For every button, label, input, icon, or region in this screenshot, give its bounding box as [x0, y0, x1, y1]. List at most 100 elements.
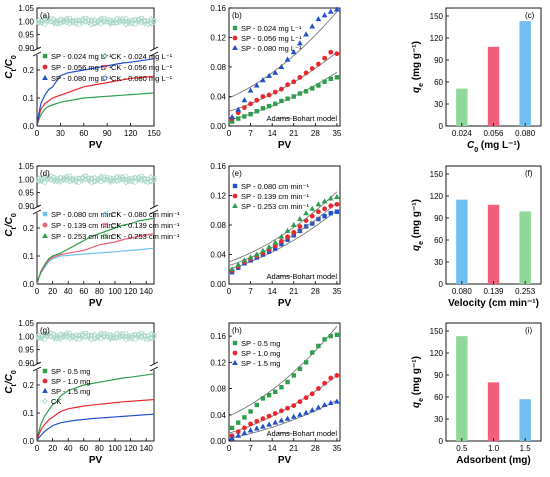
data-point-h [297, 411, 303, 417]
ck-point-d [67, 173, 73, 179]
x-tick-label-d: 140 [140, 287, 154, 296]
data-point-e [297, 224, 303, 229]
data-point-h [291, 373, 296, 378]
data-point-h [328, 333, 333, 339]
data-point-h [229, 425, 235, 431]
data-point-b [303, 89, 309, 94]
ck-point-a [142, 17, 148, 23]
legend-label-b: SP - 0.056 mg L⁻¹ [241, 34, 302, 43]
x-tick-label-i: 1.5 [520, 444, 532, 453]
legend-marker-h [232, 340, 238, 346]
x-tick-label-a: 30 [56, 129, 65, 138]
ck-point-g [82, 330, 89, 337]
ck-point-d [89, 175, 94, 181]
ck-point-g [85, 335, 92, 341]
panel-label-i: (i) [525, 326, 532, 335]
ck-point-d [126, 179, 132, 184]
legend-label-g: SP - 1.5 mg [51, 387, 90, 396]
y-tick-label-a: 0.2 [23, 66, 35, 75]
ck-point-a [51, 16, 57, 22]
data-point-b [334, 51, 340, 57]
data-point-h [297, 366, 303, 372]
ck-point-a [148, 21, 154, 27]
data-point-e [241, 257, 248, 263]
data-point-b [236, 116, 241, 121]
y-tick-label-g: 0.0 [23, 437, 35, 446]
ck-point-a [107, 22, 114, 28]
data-point-b [322, 79, 327, 84]
x-tick-label-a: 60 [79, 129, 88, 138]
data-point-b [291, 79, 297, 85]
y-tick-label-d: 0.0 [23, 280, 35, 289]
x-tick-label-h: 7 [248, 444, 253, 453]
fit-curve-b-0 [228, 71, 338, 121]
legend-marker-d [42, 232, 48, 239]
x-tick-label-f: 0.080 [452, 287, 473, 296]
axis-break-mark-g [32, 366, 42, 372]
data-point-h [273, 389, 278, 395]
x-tick-label-h: 21 [289, 444, 298, 453]
y-tick-label-d: 1.00 [18, 175, 34, 184]
plot-frame-h [228, 322, 341, 442]
fit-curve-e-0 [228, 209, 338, 270]
data-point-b [290, 49, 297, 55]
legend-fit-label-e: Adams-Bohart model [267, 272, 338, 281]
legend-label-b: SP - 0.080 mg L⁻¹ [241, 44, 302, 53]
legend-label-e: SP - 0.139 cm min⁻¹ [241, 192, 310, 201]
data-point-b [266, 103, 272, 109]
plot-frame-g [36, 322, 155, 442]
data-point-b [272, 69, 279, 75]
legend-label-a: SP - 0.024 mg L⁻¹ [51, 52, 112, 61]
y-tick-label-a: 0.90 [18, 44, 34, 53]
ck-point-g [67, 330, 73, 336]
x-axis-label-f: Velocity (cm min⁻¹) [448, 298, 539, 309]
x-tick-label-h: 0 [227, 444, 232, 453]
bar-c-0 [456, 88, 468, 126]
y-tick-label-i: 60 [434, 393, 443, 402]
data-point-e [321, 198, 328, 204]
data-point-b [291, 94, 296, 99]
data-point-h [253, 425, 260, 431]
y-tick-label-f: 30 [434, 258, 443, 267]
bar-i-0 [456, 336, 468, 441]
y-tick-label-a: 0.0 [23, 122, 35, 131]
legend-marker-a [102, 65, 108, 71]
ck-point-d [132, 179, 138, 185]
ck-point-g [66, 333, 73, 339]
data-point-b [253, 82, 260, 88]
y-axis-label-i: qe (mg g⁻¹) [411, 356, 425, 408]
ck-point-a [82, 15, 89, 22]
x-axis-label-d: PV [89, 298, 103, 309]
y-tick-label-g: 1.05 [18, 319, 34, 328]
legend-label-h: SP - 1.5 mg [241, 359, 280, 368]
ck-point-g [82, 333, 88, 339]
ck-point-g [76, 337, 82, 342]
y-tick-label-e: 0.04 [210, 251, 226, 260]
data-point-b [285, 96, 290, 101]
ck-point-d [69, 177, 76, 183]
plot-frame-d [36, 165, 155, 285]
data-point-b [316, 83, 321, 88]
series-line-g-0 [36, 373, 155, 442]
x-tick-label-d: 20 [48, 287, 57, 296]
ck-point-d [129, 176, 135, 181]
legend-marker-e [232, 193, 238, 199]
ck-point-a [92, 21, 98, 27]
legend-label-g: CK [51, 397, 61, 406]
ck-point-g [73, 332, 79, 338]
ck-point-g [51, 336, 58, 342]
x-tick-label-f: 0.253 [515, 287, 536, 296]
legend-label-b: SP - 0.024 mg L⁻¹ [241, 24, 302, 33]
legend-label-d: SP - 0.139 cm min⁻¹ [51, 221, 120, 230]
y-tick-label-a: 1.05 [18, 4, 34, 13]
ck-point-a [101, 15, 107, 21]
series-line-g-1 [36, 398, 155, 442]
legend-label-g: SP - 1.0 mg [51, 377, 90, 386]
data-point-h [316, 386, 321, 391]
ck-point-d [86, 175, 91, 181]
ck-point-a [36, 20, 41, 26]
ck-point-d [139, 176, 144, 182]
y-tick-label-c: 0 [439, 122, 444, 131]
panel-label-a: (a) [40, 11, 50, 20]
fit-curve-b-2 [228, 11, 338, 99]
